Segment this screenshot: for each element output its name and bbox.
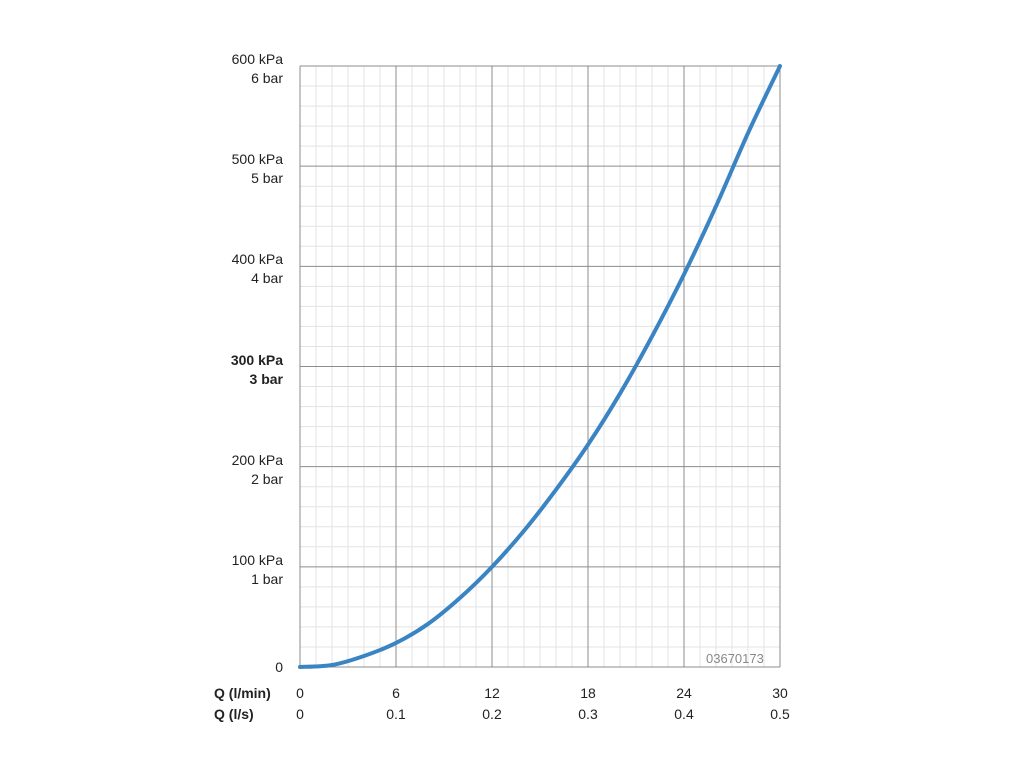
x-tick-lmin: 30 (772, 685, 788, 701)
x-tick-ls: 0.2 (482, 706, 502, 722)
y-tick-kpa: 100 kPa (231, 551, 283, 568)
y-tick-kpa: 200 kPa (231, 451, 283, 468)
y-tick-kpa: 0 (275, 659, 283, 675)
x-tick-lmin: 24 (676, 685, 692, 701)
y-tick-label: 200 kPa 2 bar (173, 451, 283, 489)
y-tick-bar: 2 bar (251, 470, 283, 487)
x-tick-ls: 0.5 (770, 706, 790, 722)
x-axis-label-lmin: Q (l/min) (214, 685, 271, 701)
y-tick-label: 400 kPa 4 bar (173, 250, 283, 288)
x-tick-lmin: 12 (484, 685, 500, 701)
y-tick-label: 600 kPa 6 bar (173, 50, 283, 88)
y-tick-bar: 6 bar (251, 70, 283, 86)
y-tick-label: 0 (173, 658, 283, 677)
y-tick-bar: 5 bar (251, 170, 283, 187)
x-tick-lmin: 18 (580, 685, 596, 701)
x-tick-lmin: 0 (296, 685, 304, 701)
y-tick-bar: 1 bar (251, 570, 283, 587)
y-tick-label: 300 kPa 3 bar (173, 351, 283, 389)
x-tick-ls: 0.4 (674, 706, 694, 722)
x-tick-ls: 0.1 (386, 706, 406, 722)
major-gridlines (299, 65, 781, 668)
y-tick-label: 500 kPa 5 bar (173, 150, 283, 188)
y-tick-kpa: 500 kPa (231, 151, 283, 168)
y-tick-kpa: 600 kPa (231, 51, 283, 67)
y-tick-label: 100 kPa 1 bar (173, 551, 283, 589)
y-tick-kpa: 300 kPa (230, 351, 283, 368)
y-tick-bar: 3 bar (249, 370, 283, 387)
pressure-curve (298, 64, 782, 669)
x-tick-ls: 0 (296, 706, 304, 722)
y-tick-kpa: 400 kPa (231, 251, 283, 268)
y-tick-bar: 4 bar (251, 270, 283, 287)
product-code-label: 03670173 (706, 651, 764, 666)
x-tick-ls: 0.3 (578, 706, 598, 722)
x-tick-lmin: 6 (392, 685, 400, 701)
x-axis-label-ls: Q (l/s) (214, 706, 254, 722)
